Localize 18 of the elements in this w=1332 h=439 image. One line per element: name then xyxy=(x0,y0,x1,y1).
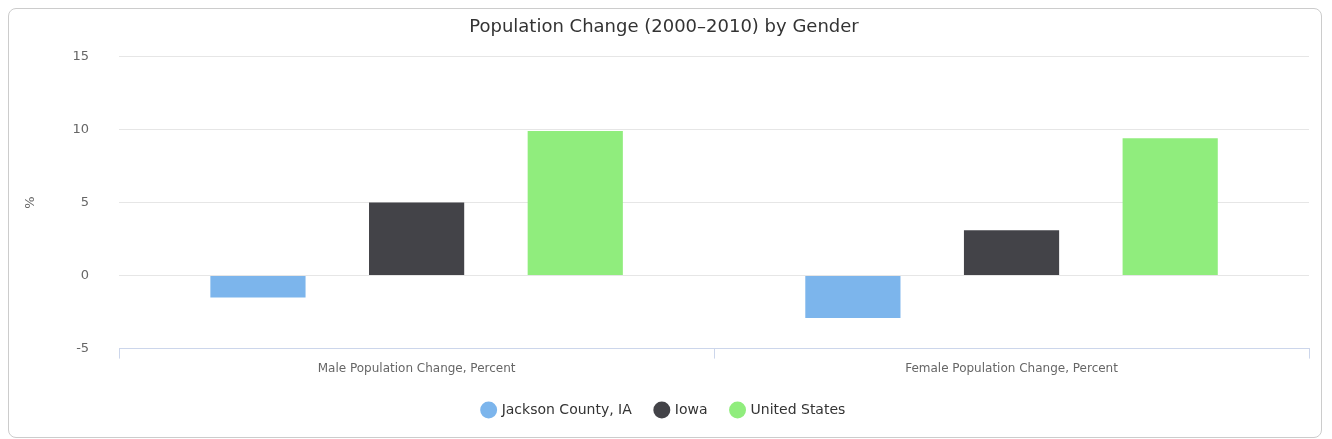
legend-label: Jackson County, IA xyxy=(500,400,633,417)
y-tick-label: -5 xyxy=(76,339,90,355)
bar xyxy=(805,276,901,318)
y-tick-label: 5 xyxy=(80,193,90,209)
bar xyxy=(963,230,1060,276)
bar xyxy=(1122,138,1218,276)
y-axis-title: % xyxy=(22,196,38,209)
x-tick-label: Male Population Change, Percent xyxy=(317,360,516,375)
y-tick-label: 10 xyxy=(72,120,90,136)
bar xyxy=(210,276,306,298)
bar xyxy=(527,131,623,276)
legend-label: Iowa xyxy=(674,400,708,417)
legend-label: United States xyxy=(750,400,846,417)
x-tick-label: Female Population Change, Percent xyxy=(905,360,1119,375)
chart-title: Population Change (2000–2010) by Gender xyxy=(469,15,860,37)
y-tick-label: 0 xyxy=(80,266,90,282)
y-tick-label: 15 xyxy=(72,47,90,63)
bar xyxy=(369,202,465,276)
